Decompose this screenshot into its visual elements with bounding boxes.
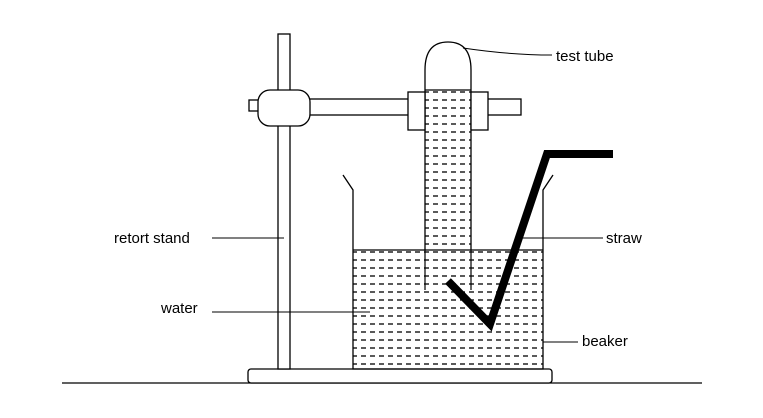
- test-tube: [424, 41, 472, 250]
- straw: [445, 150, 613, 332]
- label-test-tube: test tube: [556, 48, 614, 65]
- test-tube-leader: [462, 47, 553, 56]
- label-straw: straw: [606, 230, 642, 247]
- clamp-jaw-right: [470, 91, 489, 131]
- retort-stand-rod: [277, 33, 291, 370]
- label-beaker: beaker: [582, 333, 628, 350]
- retort-stand-base: [247, 368, 553, 384]
- clamp-jaw-left: [407, 91, 426, 131]
- label-water: water: [160, 300, 198, 317]
- label-retort-stand: retort stand: [114, 230, 190, 247]
- boss-head: [257, 89, 311, 127]
